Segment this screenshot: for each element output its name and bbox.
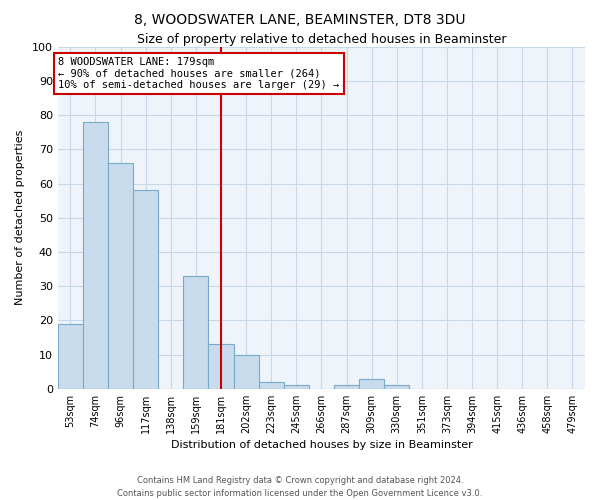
- Text: 8 WOODSWATER LANE: 179sqm
← 90% of detached houses are smaller (264)
10% of semi: 8 WOODSWATER LANE: 179sqm ← 90% of detac…: [58, 57, 340, 90]
- Bar: [384, 386, 409, 389]
- Bar: [233, 354, 259, 389]
- Bar: [184, 276, 208, 389]
- Bar: [108, 163, 133, 389]
- Text: Contains HM Land Registry data © Crown copyright and database right 2024.
Contai: Contains HM Land Registry data © Crown c…: [118, 476, 482, 498]
- Bar: [208, 344, 233, 389]
- Y-axis label: Number of detached properties: Number of detached properties: [15, 130, 25, 306]
- Bar: [133, 190, 158, 389]
- Title: Size of property relative to detached houses in Beaminster: Size of property relative to detached ho…: [137, 32, 506, 46]
- Bar: [83, 122, 108, 389]
- Bar: [284, 386, 309, 389]
- Text: 8, WOODSWATER LANE, BEAMINSTER, DT8 3DU: 8, WOODSWATER LANE, BEAMINSTER, DT8 3DU: [134, 12, 466, 26]
- Bar: [359, 378, 384, 389]
- X-axis label: Distribution of detached houses by size in Beaminster: Distribution of detached houses by size …: [170, 440, 472, 450]
- Bar: [58, 324, 83, 389]
- Bar: [259, 382, 284, 389]
- Bar: [334, 386, 359, 389]
